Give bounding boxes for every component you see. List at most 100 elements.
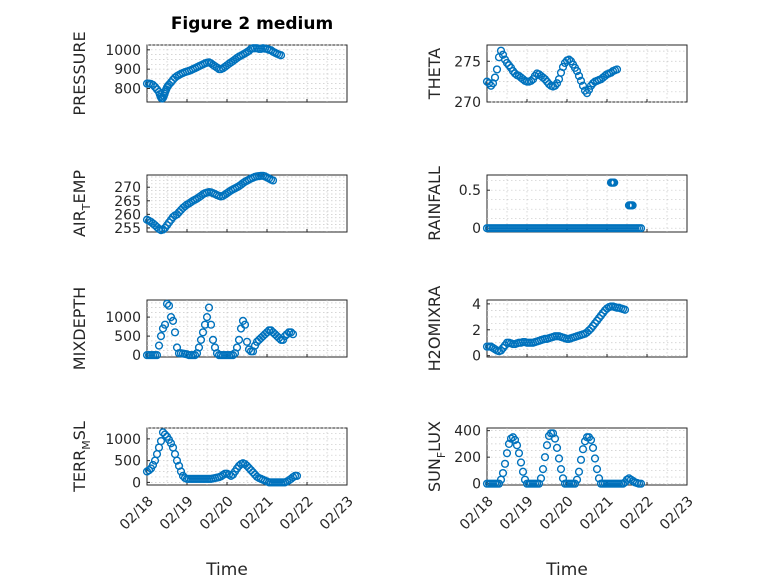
data-point bbox=[204, 303, 214, 312]
y-axis-label-theta: THETA bbox=[425, 48, 444, 100]
ytick-label: 1000 bbox=[105, 43, 141, 59]
data-point bbox=[612, 65, 622, 74]
data-point bbox=[502, 449, 512, 458]
data-point bbox=[148, 80, 158, 90]
xtick-label: 02/22 bbox=[617, 493, 657, 533]
data-point bbox=[498, 468, 508, 478]
data-point bbox=[550, 81, 560, 90]
data-point bbox=[594, 474, 604, 483]
ytick-label: 0 bbox=[472, 477, 481, 493]
data-point bbox=[160, 320, 170, 329]
data-point bbox=[510, 435, 520, 445]
data-point bbox=[510, 69, 520, 78]
data-point bbox=[600, 71, 610, 81]
xtick-label: 02/18 bbox=[457, 493, 497, 533]
data-point bbox=[636, 224, 646, 233]
data-point bbox=[486, 81, 496, 90]
data-point bbox=[152, 351, 162, 360]
data-point bbox=[504, 439, 514, 449]
data-point bbox=[526, 76, 536, 85]
ytick-label: 0 bbox=[472, 349, 481, 365]
subplot-terr_msl: 0 500 1000 02/18 02/19 02/20 02/21 02/22 02/23 Ti… bbox=[70, 421, 357, 580]
subplot-h2omixra: 0 2 4 H2OMIXRA bbox=[425, 286, 688, 371]
data-point bbox=[164, 80, 174, 89]
data-point bbox=[588, 79, 598, 88]
ytick-label: 400 bbox=[454, 424, 481, 440]
subplot-rainfall: 0 0.5 RAINFALL bbox=[425, 166, 688, 241]
subplot-sun_flux: 0 200 400 02/18 02/19 02/20 02/21 02/22 02/23 Tim… bbox=[425, 421, 697, 580]
data-point bbox=[590, 454, 600, 463]
data-point bbox=[490, 73, 500, 82]
ytick-label: 270 bbox=[114, 180, 141, 196]
ytick-label: 800 bbox=[114, 81, 141, 97]
data-point bbox=[496, 46, 506, 55]
data-point bbox=[536, 474, 546, 483]
data-point bbox=[558, 62, 568, 72]
data-point bbox=[620, 305, 630, 314]
ytick-label: 265 bbox=[114, 194, 141, 210]
data-point bbox=[530, 71, 540, 81]
ytick-label: 275 bbox=[454, 54, 481, 70]
data-point bbox=[550, 434, 560, 443]
data-point bbox=[540, 75, 550, 84]
xtick-label: 02/20 bbox=[197, 493, 237, 533]
data-point bbox=[628, 201, 637, 210]
data-point bbox=[500, 459, 510, 468]
data-point bbox=[574, 71, 584, 81]
data-point bbox=[232, 343, 242, 352]
y-axis-label-sun: SUNFLUX bbox=[425, 421, 448, 492]
data-point bbox=[514, 449, 524, 458]
data-point bbox=[232, 53, 242, 63]
data-point bbox=[512, 441, 522, 450]
ytick-label: 255 bbox=[114, 221, 141, 237]
ytick-label: 0 bbox=[132, 475, 141, 491]
data-point bbox=[578, 81, 588, 90]
data-point bbox=[558, 474, 568, 483]
data-point bbox=[248, 468, 258, 477]
figure-title: Figure 2 medium bbox=[171, 14, 333, 34]
data-point bbox=[200, 320, 210, 329]
data-point bbox=[158, 225, 168, 234]
xtick-label: 02/21 bbox=[577, 493, 617, 533]
subplot-pressure: 800 900 1000 PRESSURE bbox=[70, 31, 348, 116]
ytick-label: 500 bbox=[114, 329, 141, 345]
data-point bbox=[586, 435, 596, 445]
data-point bbox=[504, 61, 514, 70]
data-point bbox=[170, 328, 180, 337]
data-point bbox=[484, 79, 494, 88]
xtick-label: 02/23 bbox=[657, 493, 697, 533]
xtick-label: 02/22 bbox=[277, 493, 317, 533]
ytick-label: 0 bbox=[132, 348, 141, 364]
data-point bbox=[606, 68, 616, 77]
data-point bbox=[540, 453, 550, 462]
ytick-label: 900 bbox=[114, 62, 141, 78]
ytick-label: 2 bbox=[472, 323, 481, 339]
data-point bbox=[572, 66, 582, 76]
data-point bbox=[156, 332, 166, 341]
xtick-label: 02/23 bbox=[317, 493, 357, 533]
ytick-label: 0 bbox=[472, 221, 481, 237]
data-point bbox=[176, 467, 186, 476]
data-point bbox=[238, 179, 248, 188]
data-point bbox=[212, 63, 222, 72]
data-point bbox=[244, 463, 254, 473]
data-point bbox=[174, 208, 184, 217]
ytick-label: 1000 bbox=[105, 432, 141, 448]
ytick-label: 260 bbox=[114, 207, 141, 223]
data-point bbox=[572, 475, 582, 484]
data-point bbox=[228, 351, 238, 360]
y-axis-label-terr: TERRMSL bbox=[70, 421, 93, 493]
data-point bbox=[158, 428, 168, 437]
data-point bbox=[542, 441, 552, 450]
data-point bbox=[556, 464, 566, 474]
data-point bbox=[502, 58, 512, 68]
data-point bbox=[196, 335, 206, 345]
ytick-label: 200 bbox=[454, 450, 481, 466]
data-point bbox=[172, 210, 182, 219]
data-point bbox=[162, 299, 172, 308]
data-point bbox=[552, 79, 562, 88]
data-point bbox=[584, 326, 594, 335]
data-point bbox=[588, 443, 598, 452]
data-point bbox=[288, 330, 298, 339]
